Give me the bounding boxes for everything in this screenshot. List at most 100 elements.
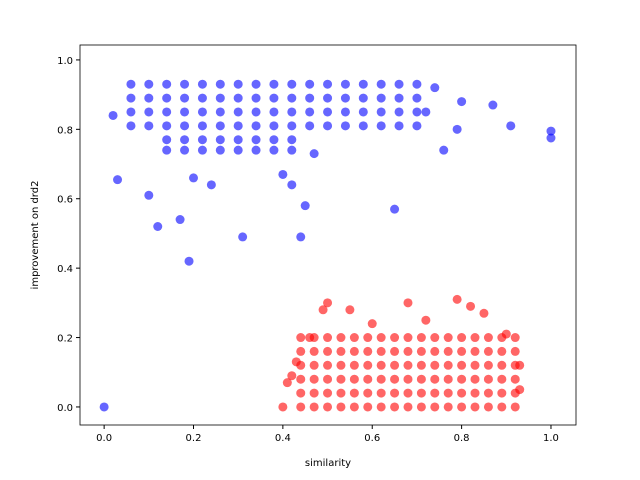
point xyxy=(457,97,467,107)
point xyxy=(430,374,440,384)
point xyxy=(287,121,297,131)
point xyxy=(251,93,261,103)
point xyxy=(309,346,319,356)
point xyxy=(269,121,279,131)
point xyxy=(215,107,225,117)
point xyxy=(363,360,373,370)
point xyxy=(497,360,507,370)
point xyxy=(206,180,216,190)
point xyxy=(497,388,507,398)
point xyxy=(340,107,350,117)
point xyxy=(376,107,386,117)
point xyxy=(390,388,400,398)
x-tick-label: 0.0 xyxy=(96,433,112,444)
point xyxy=(126,107,136,117)
point xyxy=(416,374,426,384)
point xyxy=(421,315,431,325)
point xyxy=(394,121,404,131)
point xyxy=(403,374,413,384)
point xyxy=(394,79,404,89)
point xyxy=(376,402,386,412)
point xyxy=(233,121,243,131)
point xyxy=(180,79,190,89)
point xyxy=(470,333,480,343)
point xyxy=(483,374,493,384)
point xyxy=(376,121,386,131)
point xyxy=(443,346,453,356)
point xyxy=(403,388,413,398)
point xyxy=(197,79,207,89)
point xyxy=(188,173,198,183)
point xyxy=(251,107,261,117)
point xyxy=(470,402,480,412)
point xyxy=(215,79,225,89)
point xyxy=(99,402,109,412)
point xyxy=(323,298,333,308)
point xyxy=(251,79,261,89)
point xyxy=(457,360,467,370)
point xyxy=(483,402,493,412)
point xyxy=(349,360,359,370)
point xyxy=(336,374,346,384)
point xyxy=(296,232,306,242)
point xyxy=(510,402,520,412)
point xyxy=(287,79,297,89)
point xyxy=(309,360,319,370)
point xyxy=(457,333,467,343)
point xyxy=(390,374,400,384)
point xyxy=(233,145,243,155)
point xyxy=(108,110,118,120)
point xyxy=(430,402,440,412)
point xyxy=(318,305,328,315)
point xyxy=(251,145,261,155)
point xyxy=(323,93,333,103)
point xyxy=(506,121,516,131)
point xyxy=(403,402,413,412)
point xyxy=(412,107,422,117)
y-tick-label: 1.0 xyxy=(57,56,73,67)
point xyxy=(358,107,368,117)
point xyxy=(376,388,386,398)
point xyxy=(470,374,480,384)
point xyxy=(363,333,373,343)
point xyxy=(162,145,172,155)
point xyxy=(113,175,123,185)
point xyxy=(488,100,498,110)
point xyxy=(323,107,333,117)
point xyxy=(144,190,154,200)
point xyxy=(497,402,507,412)
point xyxy=(323,333,333,343)
point xyxy=(233,93,243,103)
point xyxy=(457,346,467,356)
point xyxy=(336,346,346,356)
point xyxy=(197,107,207,117)
point xyxy=(430,388,440,398)
point xyxy=(515,385,525,395)
point xyxy=(416,388,426,398)
point xyxy=(390,402,400,412)
point xyxy=(309,402,319,412)
point xyxy=(430,333,440,343)
point xyxy=(443,360,453,370)
plot-frame xyxy=(79,44,577,426)
point xyxy=(305,93,315,103)
point xyxy=(296,333,306,343)
point xyxy=(323,388,333,398)
point xyxy=(416,333,426,343)
point xyxy=(233,107,243,117)
point xyxy=(340,93,350,103)
point xyxy=(233,79,243,89)
point xyxy=(510,333,520,343)
point xyxy=(323,402,333,412)
point xyxy=(296,388,306,398)
point xyxy=(162,121,172,131)
point xyxy=(215,93,225,103)
point xyxy=(296,346,306,356)
x-tick-label: 0.8 xyxy=(454,433,470,444)
point xyxy=(457,402,467,412)
point xyxy=(144,107,154,117)
point xyxy=(197,93,207,103)
point xyxy=(470,388,480,398)
point xyxy=(162,93,172,103)
point xyxy=(390,360,400,370)
